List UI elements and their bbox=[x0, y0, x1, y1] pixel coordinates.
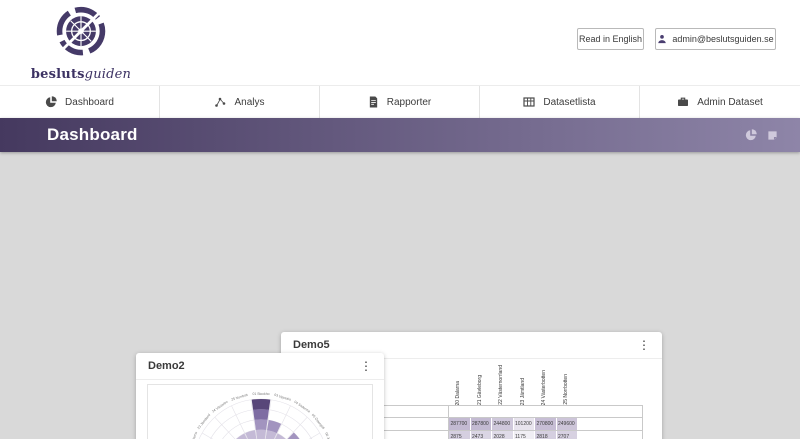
nav-item-datasetlista[interactable]: Datasetlista bbox=[480, 86, 640, 118]
svg-text:23 Jämtland: 23 Jämtland bbox=[197, 413, 212, 430]
svg-text:05 Östergötl: 05 Östergötl bbox=[311, 413, 326, 430]
account-email: admin@beslutsguiden.se bbox=[672, 34, 774, 44]
page-banner: Dashboard bbox=[0, 118, 800, 152]
scatter-icon bbox=[214, 96, 226, 108]
table-icon bbox=[523, 96, 535, 108]
card-demo2-header: Demo2 ⋮ bbox=[136, 353, 384, 380]
app-logo[interactable]: beslutsguiden bbox=[26, 5, 136, 82]
table-column-headers: 20 Dalarna 21 Gävleborg 22 Västernorrland 2… bbox=[448, 363, 577, 405]
table-cell: 2473 bbox=[470, 431, 491, 439]
column-header: 24 Västerbotten bbox=[541, 369, 547, 405]
page-title: Dashboard bbox=[47, 125, 138, 144]
nav-item-analys[interactable]: Analys bbox=[160, 86, 320, 118]
report-icon bbox=[368, 96, 379, 108]
pie-chart-icon[interactable] bbox=[745, 129, 757, 141]
table-cell: 101200 bbox=[513, 418, 534, 430]
column-header: 25 Norrbotten bbox=[562, 374, 569, 405]
column-header: 23 Jämtland bbox=[519, 377, 526, 405]
table-cell: 2818 bbox=[535, 431, 556, 439]
column-header: 22 Västernorrland bbox=[498, 365, 504, 405]
nav-item-dashboard[interactable]: Dashboard bbox=[0, 86, 160, 118]
pie-chart-icon bbox=[45, 96, 57, 108]
svg-text:25 Norrbott: 25 Norrbott bbox=[231, 393, 248, 402]
trailing-cell bbox=[578, 418, 643, 430]
main-nav: Dashboard Analys Rapporter Datasetlista … bbox=[0, 85, 800, 118]
dashboard-content: Demo5 ⋮ 20 Dalarna 21 Gävleborg 22 Västern… bbox=[0, 152, 800, 439]
top-header: beslutsguiden Read in English admin@besl… bbox=[0, 0, 800, 85]
nav-label: Dashboard bbox=[65, 96, 114, 108]
table-cell: 287800 bbox=[470, 418, 491, 430]
compass-logo-icon bbox=[56, 6, 106, 56]
nav-label: Analys bbox=[234, 96, 265, 108]
polar-chart-container: 01 Stockho 03 Uppsala 04 Söderma 05 Östergö… bbox=[147, 384, 373, 439]
note-icon[interactable] bbox=[767, 130, 778, 141]
table-cell: 2875 bbox=[449, 431, 470, 439]
table-cell: 1175 bbox=[513, 431, 534, 439]
svg-text:01 Stockho: 01 Stockho bbox=[253, 392, 270, 396]
table-cell: 249600 bbox=[556, 418, 577, 430]
card-demo5-header: Demo5 ⋮ bbox=[281, 332, 662, 359]
svg-text:24 Västerbo: 24 Västerbo bbox=[211, 400, 228, 414]
table-row: 2875 2473 2028 1175 2818 2707 bbox=[305, 431, 643, 439]
row-cells: 287700 287800 244800 101200 270800 249600 bbox=[448, 418, 578, 430]
card-demo5-title: Demo5 bbox=[293, 339, 330, 351]
card-demo2: Demo2 ⋮ 01 Stockho 03 Uppsala 04 Söderma 05… bbox=[136, 353, 384, 439]
user-icon bbox=[657, 34, 667, 44]
kebab-menu-icon[interactable]: ⋮ bbox=[360, 359, 372, 373]
banner-actions bbox=[745, 118, 778, 152]
column-header: 20 Dalarna bbox=[455, 380, 461, 405]
account-button[interactable]: admin@beslutsguiden.se bbox=[655, 28, 776, 50]
column-header: 21 Gävleborg bbox=[476, 374, 483, 405]
table-cell: 270800 bbox=[535, 418, 556, 430]
table-cell: 2707 bbox=[556, 431, 577, 439]
kebab-menu-icon[interactable]: ⋮ bbox=[638, 338, 650, 352]
nav-item-admin-dataset[interactable]: Admin Dataset bbox=[640, 86, 800, 118]
table-cell: 244800 bbox=[492, 418, 513, 430]
empty-cells bbox=[448, 406, 643, 417]
table-cell: 2028 bbox=[492, 431, 513, 439]
trailing-cell bbox=[578, 431, 643, 439]
svg-text:22 Västerno: 22 Västerno bbox=[188, 431, 198, 439]
card-demo2-title: Demo2 bbox=[148, 360, 185, 372]
read-in-english-button[interactable]: Read in English bbox=[577, 28, 644, 50]
table-cell: 287700 bbox=[449, 418, 470, 430]
logo-wordmark: beslutsguiden bbox=[30, 67, 132, 82]
nav-label: Datasetlista bbox=[543, 96, 596, 108]
read-in-english-label: Read in English bbox=[578, 34, 643, 44]
nav-label: Rapporter bbox=[386, 96, 432, 108]
svg-text:03 Uppsala: 03 Uppsala bbox=[274, 393, 292, 402]
table-row: 287700 287800 244800 101200 270800 249600 bbox=[305, 418, 643, 431]
svg-text:04 Söderma: 04 Söderma bbox=[293, 400, 311, 414]
svg-text:06 Jönköpi: 06 Jönköpi bbox=[324, 432, 334, 439]
briefcase-icon bbox=[677, 96, 689, 108]
heatmap-table: 287700 287800 244800 101200 270800 249600 287… bbox=[305, 405, 643, 439]
row-cells: 2875 2473 2028 1175 2818 2707 bbox=[448, 431, 578, 439]
nav-item-rapporter[interactable]: Rapporter bbox=[320, 86, 480, 118]
nav-label: Admin Dataset bbox=[697, 96, 763, 108]
